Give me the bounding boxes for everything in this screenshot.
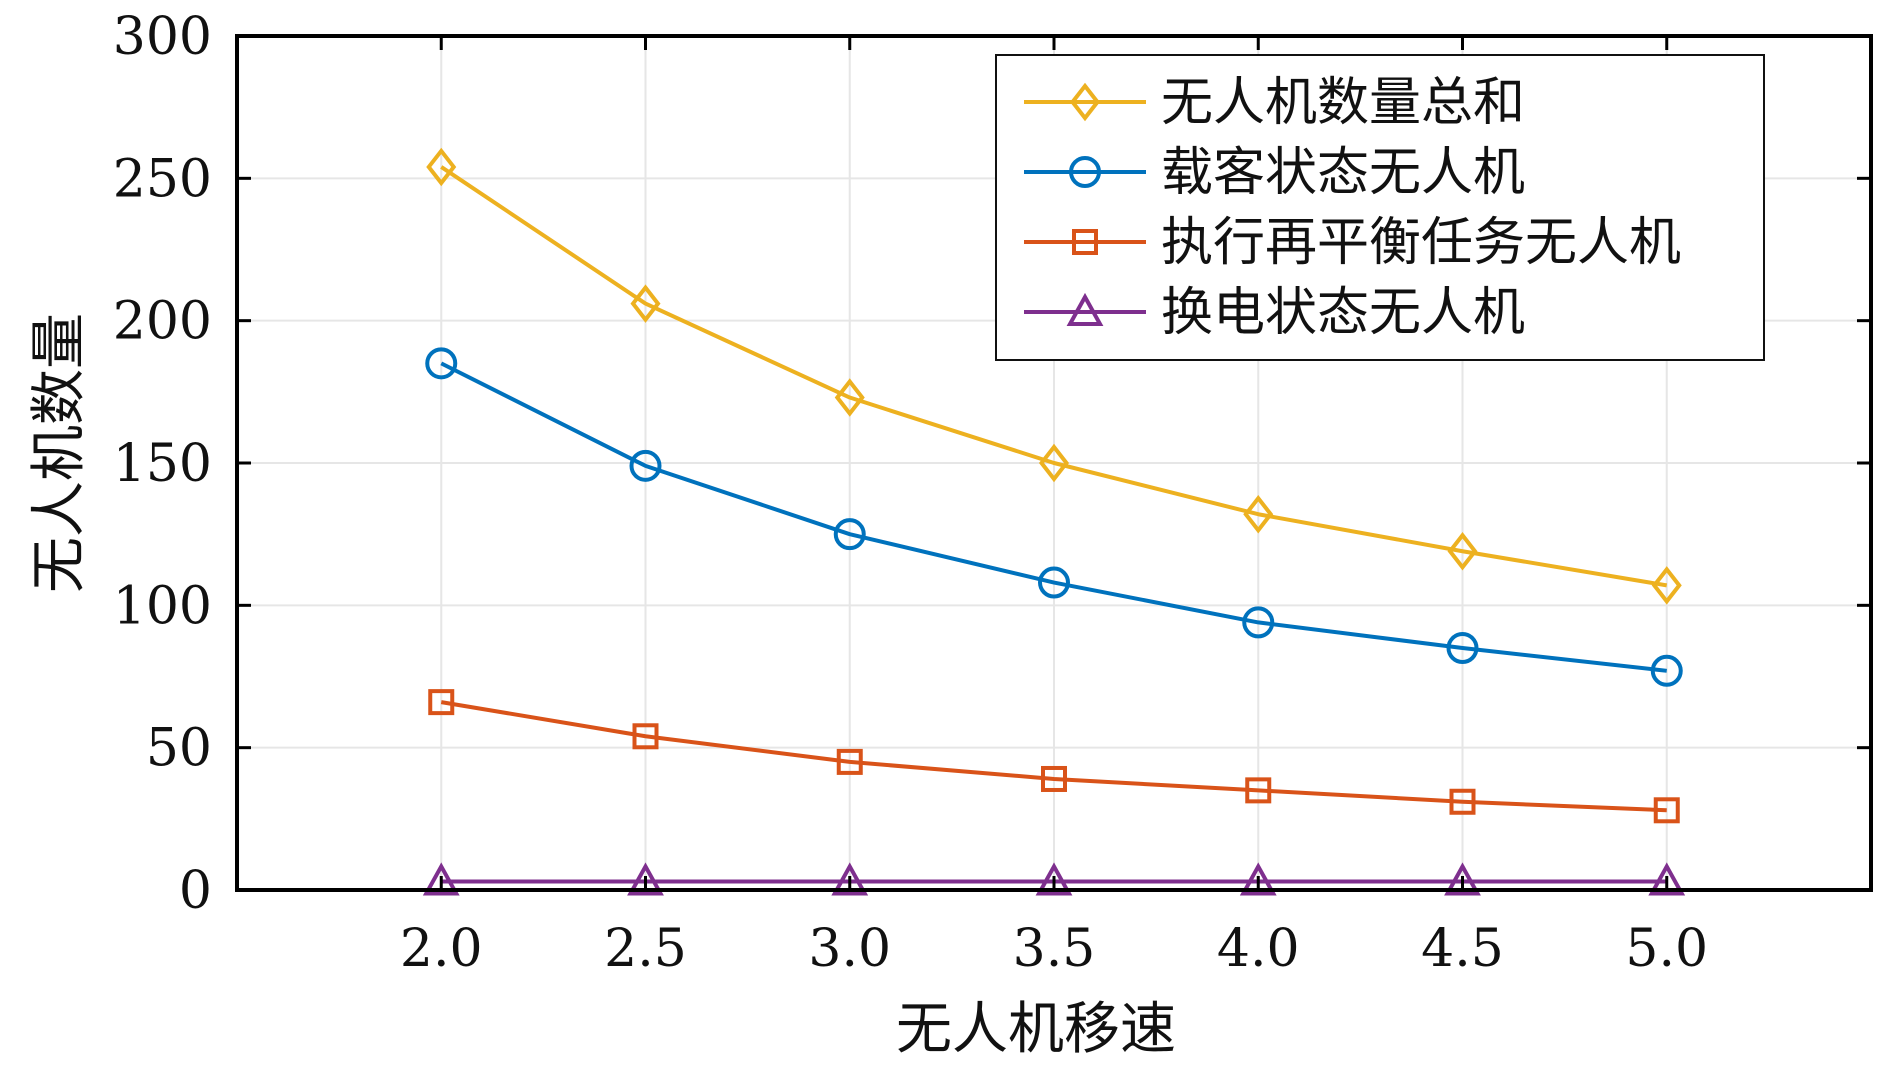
data-point-marker — [1041, 765, 1067, 792]
data-point-marker — [1239, 862, 1277, 896]
legend-marker-triangle-icon — [1066, 292, 1104, 326]
data-point-marker — [1242, 606, 1275, 639]
data-point-marker — [1650, 654, 1683, 687]
data-point-marker — [836, 748, 863, 775]
y-tick-label: 300 — [113, 7, 212, 67]
x-tick-label: 4.0 — [1217, 919, 1300, 979]
data-point-marker — [428, 689, 455, 716]
data-point-marker — [1648, 862, 1686, 896]
legend-label: 无人机数量总和 — [1161, 73, 1525, 133]
data-point-marker — [1035, 862, 1073, 896]
data-point-marker — [833, 518, 866, 551]
x-tick-labels: 2.0 2.5 3.0 3.5 4.0 4.5 5.0 — [400, 919, 1708, 979]
tick-marks — [237, 34, 1871, 892]
series-circle — [425, 347, 1683, 687]
data-point-marker — [627, 862, 664, 896]
series-diamond — [426, 147, 1682, 605]
legend-item: 换电状态无人机 — [1024, 283, 1525, 343]
legend-label: 换电状态无人机 — [1161, 283, 1525, 343]
y-tick-label: 200 — [113, 292, 212, 352]
data-point-marker — [630, 284, 661, 323]
y-tick-label: 0 — [179, 861, 212, 921]
data-point-marker — [1038, 566, 1070, 599]
legend-item: 执行再平衡任务无人机 — [1024, 213, 1681, 273]
legend-marker-diamond-icon — [1069, 82, 1101, 122]
y-tick-label: 100 — [113, 576, 212, 636]
data-point-marker — [834, 378, 865, 417]
data-point-marker — [1038, 443, 1070, 483]
series-line — [440, 700, 1667, 813]
legend-marker-square-icon — [1072, 229, 1098, 255]
legend-marker-circle-icon — [1069, 156, 1101, 188]
legend-box — [995, 54, 1765, 361]
data-point-marker — [1444, 862, 1481, 896]
data-point-marker — [831, 862, 869, 896]
data-point-marker — [1245, 777, 1272, 804]
data-point-marker — [632, 723, 659, 750]
data-point-marker — [1651, 566, 1682, 605]
data-point-marker — [425, 347, 458, 380]
data-point-marker — [422, 862, 460, 896]
data-point-marker — [1449, 788, 1476, 815]
data-point-marker — [1446, 632, 1479, 665]
x-tick-label: 2.0 — [400, 919, 483, 979]
legend-label: 载客状态无人机 — [1161, 143, 1525, 203]
x-axis-title: 无人机移速 — [896, 997, 1176, 1062]
x-tick-label: 3.0 — [808, 919, 891, 979]
legend-label: 执行再平衡任务无人机 — [1161, 213, 1681, 273]
x-tick-label: 2.5 — [604, 919, 687, 979]
series-line — [440, 165, 1668, 588]
series-line — [440, 361, 1667, 673]
y-axis-title: 无人机数量 — [27, 313, 92, 593]
y-tick-label: 50 — [146, 719, 212, 779]
x-tick-label: 5.0 — [1625, 919, 1708, 979]
data-point-marker — [1447, 531, 1478, 571]
data-point-marker — [426, 147, 457, 187]
x-tick-label: 4.5 — [1421, 919, 1504, 979]
data-point-marker — [1653, 797, 1680, 824]
x-tick-label: 3.5 — [1013, 919, 1096, 979]
y-tick-label: 250 — [113, 149, 212, 209]
y-tick-labels: 0 50 100 150 200 250 300 — [113, 7, 212, 921]
legend-item: 无人机数量总和 — [1024, 73, 1525, 133]
y-tick-label: 150 — [113, 434, 212, 494]
legend-item: 载客状态无人机 — [1024, 143, 1525, 203]
data-point-marker — [1243, 494, 1274, 534]
data-point-marker — [629, 449, 662, 482]
series-square — [428, 689, 1680, 824]
